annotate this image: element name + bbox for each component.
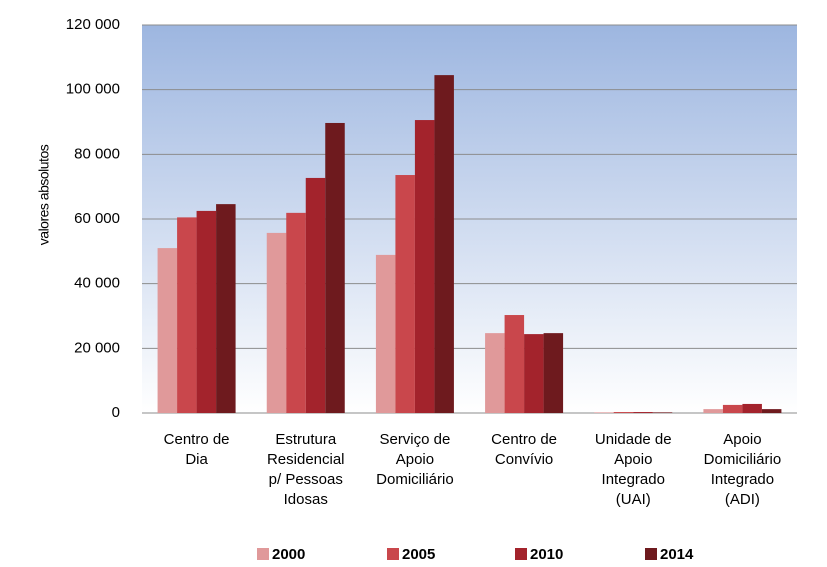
legend-label: 2005	[402, 546, 435, 563]
legend-label: 2010	[530, 546, 563, 563]
legend-swatch	[515, 548, 527, 560]
y-tick-label: 20 000	[74, 339, 120, 356]
bar	[325, 122, 345, 413]
bar	[395, 175, 415, 413]
bar	[594, 412, 614, 413]
y-tick-label: 100 000	[66, 81, 120, 98]
bar	[613, 412, 634, 413]
bar	[633, 412, 653, 413]
bar	[652, 412, 673, 413]
x-tick-label: Apoio Domiciliário Integrado (ADI)	[704, 431, 782, 508]
legend-swatch	[257, 548, 269, 560]
bar	[722, 404, 743, 413]
legend-swatch	[387, 548, 399, 560]
bar	[375, 254, 396, 413]
bar	[742, 403, 762, 413]
bar	[761, 409, 782, 413]
y-tick-label: 80 000	[74, 145, 120, 162]
bar	[196, 210, 217, 413]
bar	[157, 248, 178, 413]
legend-label: 2014	[660, 546, 694, 563]
x-tick-label: Centro de Dia	[164, 431, 230, 468]
bar	[414, 120, 435, 413]
bar	[703, 409, 723, 413]
x-tick-label: Unidade de Apoio Integrado (UAI)	[595, 431, 672, 508]
bar	[524, 334, 544, 413]
bar	[286, 212, 306, 413]
y-tick-label: 120 000	[66, 16, 120, 33]
bar	[177, 217, 197, 413]
bar	[266, 232, 287, 413]
x-tick-label: Centro de Convívio	[491, 431, 557, 468]
y-tick-label: 60 000	[74, 210, 120, 227]
bar	[305, 177, 326, 413]
bar	[543, 333, 564, 413]
legend-label: 2000	[272, 546, 305, 563]
x-tick-label: Estrutura Residencial p/ Pessoas Idosas	[267, 431, 345, 508]
legend-swatch	[645, 548, 657, 560]
y-tick-label: 40 000	[74, 275, 120, 292]
y-axis-label: valores absolutos	[36, 144, 52, 245]
bar	[216, 204, 236, 413]
bar	[434, 75, 454, 413]
x-tick-label: Serviço de Apoio Domiciliário	[376, 431, 454, 488]
bar	[485, 333, 505, 413]
bar	[504, 315, 525, 413]
y-tick-label: 0	[112, 404, 120, 421]
